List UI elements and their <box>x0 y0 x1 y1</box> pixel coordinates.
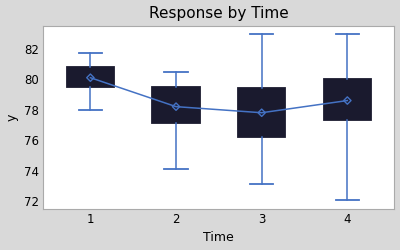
PathPatch shape <box>67 67 114 87</box>
Title: Response by Time: Response by Time <box>149 6 289 20</box>
X-axis label: Time: Time <box>204 232 234 244</box>
Y-axis label: y: y <box>6 114 18 121</box>
PathPatch shape <box>324 79 371 120</box>
Point <box>258 111 265 115</box>
Point <box>173 105 179 109</box>
Point <box>87 76 94 80</box>
PathPatch shape <box>152 87 200 124</box>
Point <box>344 98 350 102</box>
PathPatch shape <box>238 88 285 137</box>
